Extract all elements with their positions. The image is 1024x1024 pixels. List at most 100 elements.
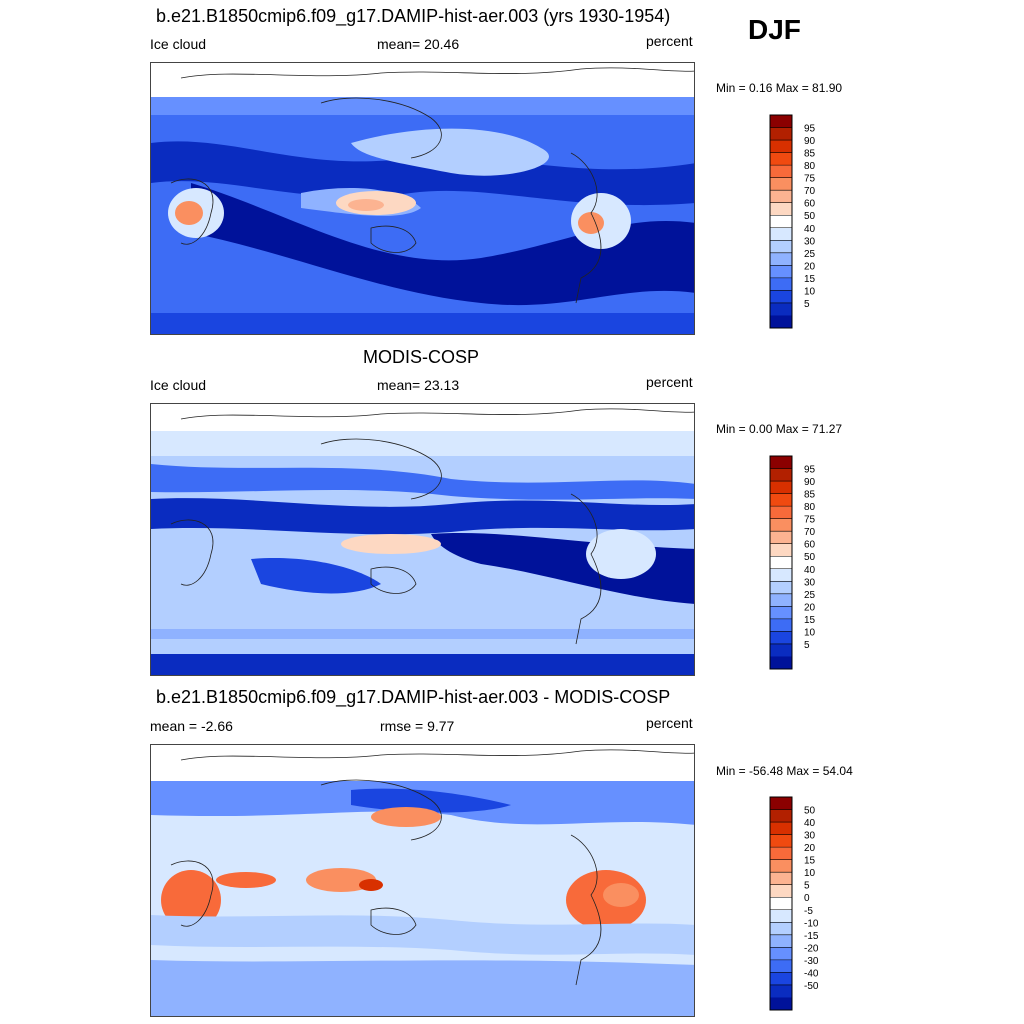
colorbar-swatch bbox=[770, 897, 792, 911]
colorbar-tick-label: 95 bbox=[804, 465, 816, 476]
variable-label: Ice cloud bbox=[150, 36, 207, 52]
colorbar-swatch bbox=[770, 593, 792, 607]
colorbar-swatch bbox=[770, 290, 792, 304]
colorbar-tick-label: 15 bbox=[804, 274, 816, 285]
colorbar-tick-label: 10 bbox=[804, 868, 816, 879]
rmse-label: rmse = 9.77 bbox=[380, 718, 455, 734]
colorbar-swatch bbox=[770, 115, 792, 128]
colorbar-tick-label: 40 bbox=[804, 565, 816, 576]
colorbar-swatch bbox=[770, 481, 792, 494]
colorbar-swatch bbox=[770, 847, 792, 860]
colorbar: 95 90 85 80 75 70 60 50 40 30 25 20 15 10 5 bbox=[769, 455, 816, 670]
colorbar-tick-label: 20 bbox=[804, 602, 816, 613]
colorbar-tick-label: 85 bbox=[804, 490, 816, 501]
colorbar-swatch bbox=[770, 315, 792, 329]
colorbar-tick-label: 75 bbox=[804, 515, 816, 526]
variable-label: Ice cloud bbox=[150, 377, 207, 393]
units-label: percent bbox=[646, 715, 693, 731]
colorbar-swatch bbox=[770, 215, 792, 229]
colorbar-swatch bbox=[770, 909, 792, 923]
min-max-label: Min = -56.48 Max = 54.04 bbox=[716, 764, 853, 778]
colorbar-tick-label: 20 bbox=[804, 843, 816, 854]
colorbar-tick-label: 70 bbox=[804, 527, 816, 538]
colorbar-border bbox=[769, 796, 793, 1011]
colorbar: 50 40 30 20 15 10 5 0 -5 -10 -15 -20 -30 -40 -50 bbox=[769, 796, 819, 1011]
colorbar-tick-label: -40 bbox=[804, 968, 819, 979]
mean-label: mean = -2.66 bbox=[150, 718, 233, 734]
mean-label: mean= 20.46 bbox=[377, 36, 460, 52]
colorbar-border bbox=[769, 455, 793, 670]
colorbar-tick-label: 5 bbox=[804, 881, 810, 892]
colorbar-tick-label: 5 bbox=[804, 299, 810, 310]
colorbar-swatch bbox=[770, 947, 792, 961]
colorbar-border bbox=[769, 114, 793, 329]
colorbar-tick-label: 60 bbox=[804, 199, 816, 210]
min-max-label: Min = 0.00 Max = 71.27 bbox=[716, 422, 843, 436]
colorbar-tick-label: 50 bbox=[804, 211, 816, 222]
colorbar-swatch bbox=[770, 493, 792, 507]
colorbar-swatch bbox=[770, 822, 792, 835]
colorbar-tick-label: 80 bbox=[804, 161, 816, 172]
colorbar-swatch bbox=[770, 618, 792, 632]
units-label: percent bbox=[646, 33, 693, 49]
colorbar-tick-label: 90 bbox=[804, 136, 816, 147]
colorbar-tick-label: 30 bbox=[804, 577, 816, 588]
colorbar-tick-label: 60 bbox=[804, 540, 816, 551]
colorbar-swatch bbox=[770, 556, 792, 570]
colorbar-swatch bbox=[770, 859, 792, 873]
colorbar-swatch bbox=[770, 227, 792, 241]
colorbar-tick-label: 50 bbox=[804, 552, 816, 563]
colorbar-swatch bbox=[770, 606, 792, 620]
min-max-label: Min = 0.16 Max = 81.90 bbox=[716, 81, 843, 95]
colorbar-tick-label: 5 bbox=[804, 640, 810, 651]
panel-title: b.e21.B1850cmip6.f09_g17.DAMIP-hist-aer.… bbox=[156, 6, 671, 26]
colorbar-tick-label: 0 bbox=[804, 893, 810, 904]
map-plot bbox=[150, 62, 695, 335]
colorbar-tick-label: 25 bbox=[804, 590, 816, 601]
colorbar-swatch bbox=[770, 202, 792, 216]
colorbar-swatch bbox=[770, 884, 792, 898]
colorbar-swatch bbox=[770, 456, 792, 469]
colorbar-tick-label: 25 bbox=[804, 249, 816, 260]
colorbar-swatch bbox=[770, 959, 792, 973]
colorbar-tick-label: 20 bbox=[804, 261, 816, 272]
colorbar-tick-label: 40 bbox=[804, 818, 816, 829]
colorbar-tick-label: 15 bbox=[804, 856, 816, 867]
colorbar-tick-label: 95 bbox=[804, 124, 816, 135]
colorbar-swatch bbox=[770, 531, 792, 545]
map-plot bbox=[150, 744, 695, 1017]
colorbar-tick-label: -20 bbox=[804, 943, 819, 954]
colorbar-swatch bbox=[770, 809, 792, 823]
colorbar-tick-label: 40 bbox=[804, 224, 816, 235]
colorbar-swatch bbox=[770, 834, 792, 848]
colorbar-tick-label: 70 bbox=[804, 186, 816, 197]
colorbar-tick-label: -30 bbox=[804, 956, 819, 967]
season-label: DJF bbox=[748, 14, 801, 45]
panel-title: b.e21.B1850cmip6.f09_g17.DAMIP-hist-aer.… bbox=[156, 687, 671, 707]
colorbar-tick-label: 75 bbox=[804, 174, 816, 185]
colorbar-tick-label: 30 bbox=[804, 831, 816, 842]
colorbar-swatch bbox=[770, 568, 792, 582]
colorbar-tick-label: 90 bbox=[804, 477, 816, 488]
colorbar-swatch bbox=[770, 984, 792, 998]
colorbar-tick-label: 10 bbox=[804, 627, 816, 638]
colorbar-swatch bbox=[770, 581, 792, 595]
colorbar-swatch bbox=[770, 127, 792, 141]
colorbar-swatch bbox=[770, 922, 792, 936]
colorbar-swatch bbox=[770, 631, 792, 645]
colorbar-swatch bbox=[770, 240, 792, 254]
colorbar-swatch bbox=[770, 656, 792, 670]
colorbar-tick-label: 80 bbox=[804, 502, 816, 513]
colorbar-swatch bbox=[770, 972, 792, 986]
colorbar-swatch bbox=[770, 872, 792, 886]
colorbar-swatch bbox=[770, 165, 792, 178]
colorbar-swatch bbox=[770, 506, 792, 519]
colorbar-swatch bbox=[770, 997, 792, 1011]
colorbar-swatch bbox=[770, 190, 792, 204]
colorbar-tick-label: 30 bbox=[804, 236, 816, 247]
colorbar-tick-label: -5 bbox=[804, 906, 813, 917]
colorbar-tick-label: -10 bbox=[804, 918, 819, 929]
